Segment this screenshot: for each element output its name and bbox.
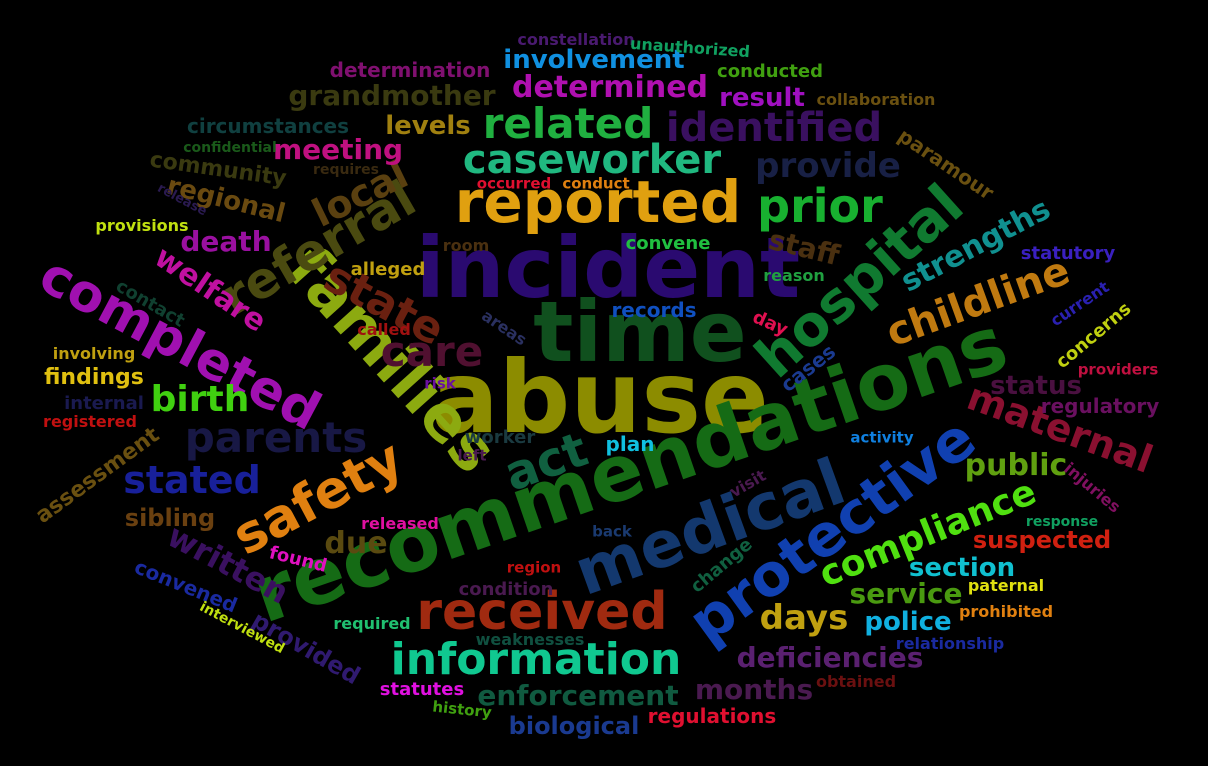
word-relationship: relationship xyxy=(895,634,1005,653)
word-response: response xyxy=(1025,514,1099,530)
word-convene: convene xyxy=(625,233,711,254)
word-deficiencies: deficiencies xyxy=(736,641,924,674)
word-called: called xyxy=(357,320,411,339)
word-registered: registered xyxy=(43,412,137,431)
word-plan: plan xyxy=(605,432,655,456)
word-records: records xyxy=(611,298,697,322)
word-constellation: constellation xyxy=(517,30,635,49)
word-information: information xyxy=(390,634,682,685)
word-room: room xyxy=(442,236,490,255)
word-death: death xyxy=(180,225,272,258)
word-levels: levels xyxy=(385,111,471,141)
word-findings: findings xyxy=(44,365,144,390)
word-circumstances: circumstances xyxy=(186,114,350,138)
word-result: result xyxy=(719,83,805,113)
word-back: back xyxy=(592,522,632,541)
word-regulatory: regulatory xyxy=(1040,394,1160,418)
word-section: section xyxy=(908,553,1016,583)
word-police: police xyxy=(864,607,952,637)
word-prohibited: prohibited xyxy=(958,602,1054,621)
word-released: released xyxy=(361,514,439,533)
word-parents: parents xyxy=(184,413,368,462)
word-regulations: regulations xyxy=(647,704,777,728)
word-required: required xyxy=(333,614,411,633)
word-caseworker: caseworker xyxy=(462,137,722,183)
word-risk: risk xyxy=(424,374,456,393)
word-public: public xyxy=(964,448,1068,483)
word-conducted: conducted xyxy=(717,61,823,82)
word-suspected: suspected xyxy=(972,526,1112,554)
word-prior: prior xyxy=(757,179,883,233)
word-reason: reason xyxy=(763,266,825,285)
word-care: care xyxy=(380,327,484,376)
word-history: history xyxy=(431,697,493,722)
word-activity: activity xyxy=(850,428,914,447)
word-left: left xyxy=(457,446,487,465)
word-weaknesses: weaknesses xyxy=(475,630,585,649)
word-paternal: paternal xyxy=(967,576,1045,595)
word-time: time xyxy=(533,283,747,381)
word-birth: birth xyxy=(150,379,250,420)
word-reported: reported xyxy=(454,168,742,236)
word-incident: incident xyxy=(415,219,801,317)
word-condition: condition xyxy=(458,579,554,600)
word-confidential: confidential xyxy=(183,140,277,156)
word-requires: requires xyxy=(313,162,379,178)
word-collaboration: collaboration xyxy=(816,90,936,109)
word-statutory: statutory xyxy=(1020,243,1116,264)
word-conduct: conduct xyxy=(562,174,630,193)
word-days: days xyxy=(759,598,849,638)
word-determined: determined xyxy=(511,70,709,105)
word-obtained: obtained xyxy=(815,672,897,691)
word-sibling: sibling xyxy=(124,504,216,532)
word-statutes: statutes xyxy=(379,679,465,700)
word-grandmother: grandmother xyxy=(288,79,496,112)
word-status: status xyxy=(990,371,1082,401)
word-abuse: abuse xyxy=(431,339,769,456)
word-provide: provide xyxy=(755,146,901,186)
word-region: region xyxy=(506,558,562,577)
word-months: months xyxy=(694,673,814,706)
word-enforcement: enforcement xyxy=(477,679,679,712)
word-internal: internal xyxy=(64,393,144,414)
word-involvement: involvement xyxy=(503,45,685,75)
word-identified: identified xyxy=(665,105,883,151)
word-occurred: occurred xyxy=(476,174,552,193)
word-determination: determination xyxy=(329,58,491,82)
word-due: due xyxy=(324,526,388,561)
word-stated: stated xyxy=(123,458,261,502)
word-involving: involving xyxy=(52,344,136,363)
word-alleged: alleged xyxy=(350,259,426,280)
word-received: received xyxy=(416,582,668,642)
word-service: service xyxy=(849,577,963,610)
word-biological: biological xyxy=(508,712,640,740)
word-meeting: meeting xyxy=(272,133,404,166)
word-provisions: provisions xyxy=(95,216,189,235)
word-providers: providers xyxy=(1077,360,1159,379)
word-worker: worker xyxy=(464,427,536,448)
word-related: related xyxy=(482,99,654,148)
